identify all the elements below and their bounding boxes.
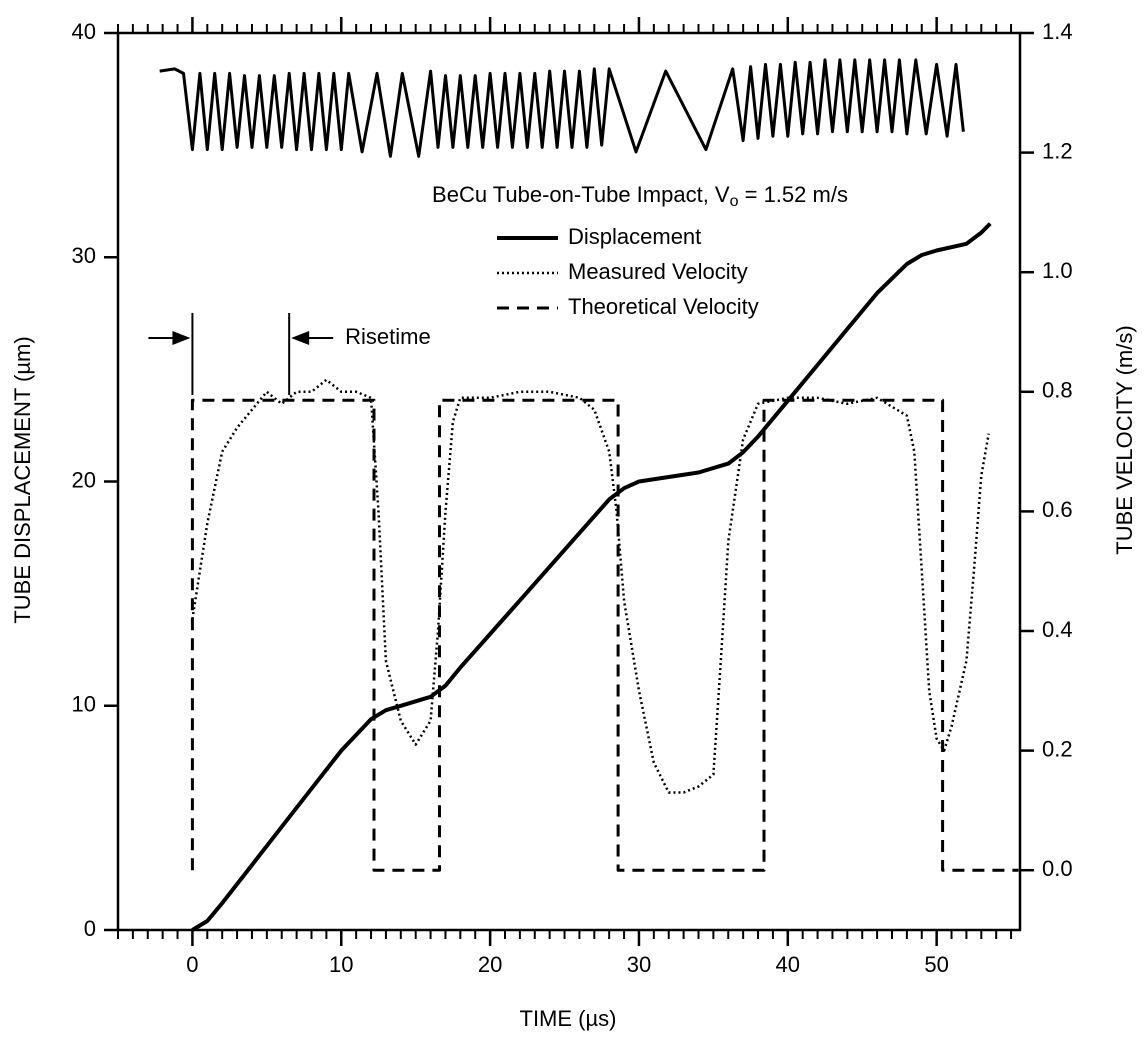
y2-tick-label: 0.8 (1042, 378, 1073, 403)
chart-title: BeCu Tube-on-Tube Impact, Vo = 1.52 m/s (432, 182, 848, 210)
series-line (190, 398, 1019, 872)
y2-tick-label: 0.0 (1042, 856, 1073, 881)
legend-label: Theoretical Velocity (568, 294, 759, 319)
y-tick-label: 40 (72, 19, 96, 44)
plot-frame (116, 31, 1022, 932)
series-line (159, 58, 965, 158)
x-axis-label: TIME (µs) (520, 1006, 617, 1031)
arrow-head (172, 331, 191, 345)
x-tick-label: 10 (329, 952, 353, 977)
x-tick-label: 30 (627, 952, 651, 977)
x-tick-label: 50 (924, 952, 948, 977)
y2-tick-label: 1.4 (1042, 19, 1073, 44)
y-tick-label: 10 (72, 692, 96, 717)
x-tick-label: 20 (478, 952, 502, 977)
title-subscript: o (730, 193, 739, 210)
y-tick-label: 0 (84, 916, 96, 941)
title-end: = 1.52 m/s (739, 182, 848, 207)
y-tick-label: 20 (72, 467, 96, 492)
y2-tick-label: 0.4 (1042, 617, 1073, 642)
y2-tick-label: 0.2 (1042, 736, 1073, 761)
y2-tick-label: 0.6 (1042, 497, 1073, 522)
legend-label: Displacement (568, 224, 701, 249)
arrow-head (291, 331, 310, 345)
x-tick-label: 0 (186, 952, 198, 977)
series-line (191, 378, 990, 794)
series-line (191, 222, 992, 932)
title-main: BeCu Tube-on-Tube Impact, V (432, 182, 730, 207)
risetime-label: Risetime (345, 324, 431, 349)
y2-tick-label: 1.0 (1042, 258, 1073, 283)
y-axis-label: TUBE DISPLACEMENT (µm) (10, 336, 35, 623)
y2-axis-label: TUBE VELOCITY (m/s) (1112, 325, 1137, 554)
legend-label: Measured Velocity (568, 259, 748, 284)
x-tick-label: 40 (776, 952, 800, 977)
y-tick-label: 30 (72, 243, 96, 268)
y2-tick-label: 1.2 (1042, 138, 1073, 163)
